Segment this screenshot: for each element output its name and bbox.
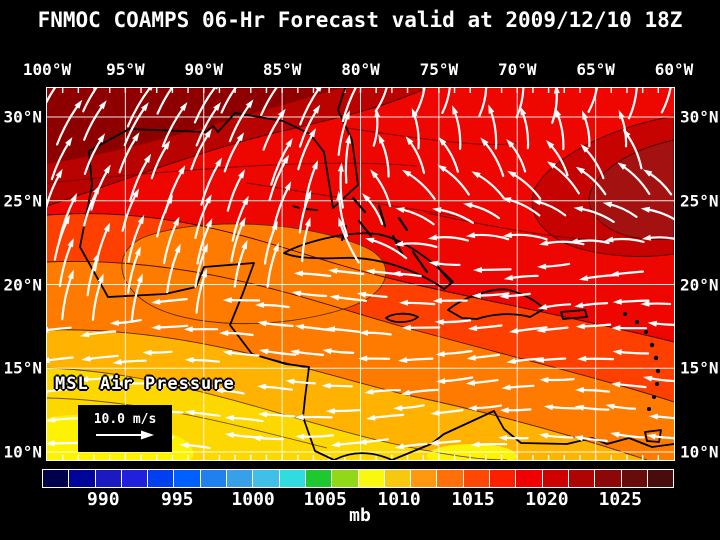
colorbar-segment [305, 470, 332, 487]
colorbar-segment [279, 470, 305, 487]
field-label: MSL Air Pressure [55, 374, 235, 394]
colorbar-segment [227, 470, 253, 487]
lon-label: 70°W [497, 60, 537, 79]
page-title: FNMOC COAMPS 06-Hr Forecast valid at 200… [37, 8, 683, 32]
lon-label: 60°W [654, 60, 694, 79]
colorbar-segment [463, 470, 490, 487]
pressure-band-darkest [47, 88, 342, 164]
colorbar-tick-label: 1015 [451, 489, 495, 510]
lat-label: 15°N [680, 358, 719, 378]
colorbar-segment [253, 470, 279, 487]
lon-label: 75°W [419, 60, 459, 79]
lat-label: 15°N [3, 358, 42, 378]
lon-label: 85°W [262, 60, 302, 79]
latitude-axis-left: 30°N 25°N 20°N 15°N 10°N [0, 0, 44, 540]
colorbar-tick-label: 1025 [598, 489, 642, 510]
colorbar-segment [516, 470, 542, 487]
lat-lon-gridlines [47, 88, 674, 460]
lon-label: 90°W [184, 60, 224, 79]
colorbar-tick-label: 995 [160, 489, 194, 510]
colorbar-segment [621, 470, 647, 487]
colorbar-segment [148, 470, 174, 487]
wind-scale-value: 10.0 m/s [93, 412, 157, 427]
colorbar-unit: mb [349, 505, 371, 526]
colorbar-segment [332, 470, 358, 487]
colorbar-segment [174, 470, 200, 487]
longitude-axis: 100°W 95°W 90°W 85°W 80°W 75°W 70°W 65°W 60°W [0, 60, 720, 80]
colorbar-segment [542, 470, 568, 487]
colorbar-segment [200, 470, 227, 487]
colorbar-tick-label: 990 [87, 489, 120, 510]
lat-label: 30°N [680, 107, 719, 127]
lon-label: 80°W [341, 60, 380, 79]
lon-label: 100°W [22, 60, 72, 79]
pressure-high-core [588, 139, 675, 240]
lon-label: 95°W [106, 60, 145, 79]
lesser-antilles-islands [623, 312, 661, 411]
colorbar-segment [437, 470, 463, 487]
colorbar-segment [595, 470, 621, 487]
colorbar-segment [568, 470, 595, 487]
pressure-orange-blob [121, 223, 387, 325]
colorbar-tick-label: 1000 [231, 489, 275, 510]
lon-label: 65°W [576, 60, 615, 79]
florida-keys [292, 205, 318, 211]
lat-label: 10°N [680, 442, 719, 462]
colorbar-tick-label: 1005 [303, 489, 347, 510]
lat-label: 20°N [3, 275, 42, 294]
lat-label: 10°N [3, 442, 42, 462]
latitude-axis-right: 30°N 25°N 20°N 15°N 10°N [679, 0, 720, 540]
colorbar-segment [647, 470, 674, 487]
colorbar-tick-label: 1010 [377, 489, 421, 510]
forecast-map: MSL Air Pressure 10.0 m/s [38, 71, 687, 468]
lat-label: 30°N [3, 107, 42, 127]
puerto-rico-coastline [560, 309, 588, 320]
colorbar-segment [43, 470, 69, 487]
wind-scale-legend: 10.0 m/s [78, 405, 172, 452]
colorbar-segment [69, 470, 95, 487]
colorbar-segment [384, 470, 411, 487]
lat-label: 20°N [680, 275, 719, 294]
lat-label: 25°N [3, 191, 42, 211]
wind-scale-arrow [96, 430, 154, 440]
colorbar-segment [121, 470, 148, 487]
colorbar-segment [490, 470, 516, 487]
pressure-colorbar [42, 469, 674, 488]
colorbar-segment [95, 470, 121, 487]
lat-label: 25°N [680, 191, 719, 211]
colorbar-tick-label: 1020 [525, 489, 569, 510]
colorbar-segment [358, 470, 384, 487]
colorbar-tick-labels: 990 995 1000 1005 1010 1015 1020 1025 [42, 489, 674, 510]
degree-tick-marks [61, 88, 660, 460]
trinidad-coastline [644, 429, 662, 443]
colorbar-segment [411, 470, 437, 487]
jamaica-coastline [385, 312, 419, 323]
